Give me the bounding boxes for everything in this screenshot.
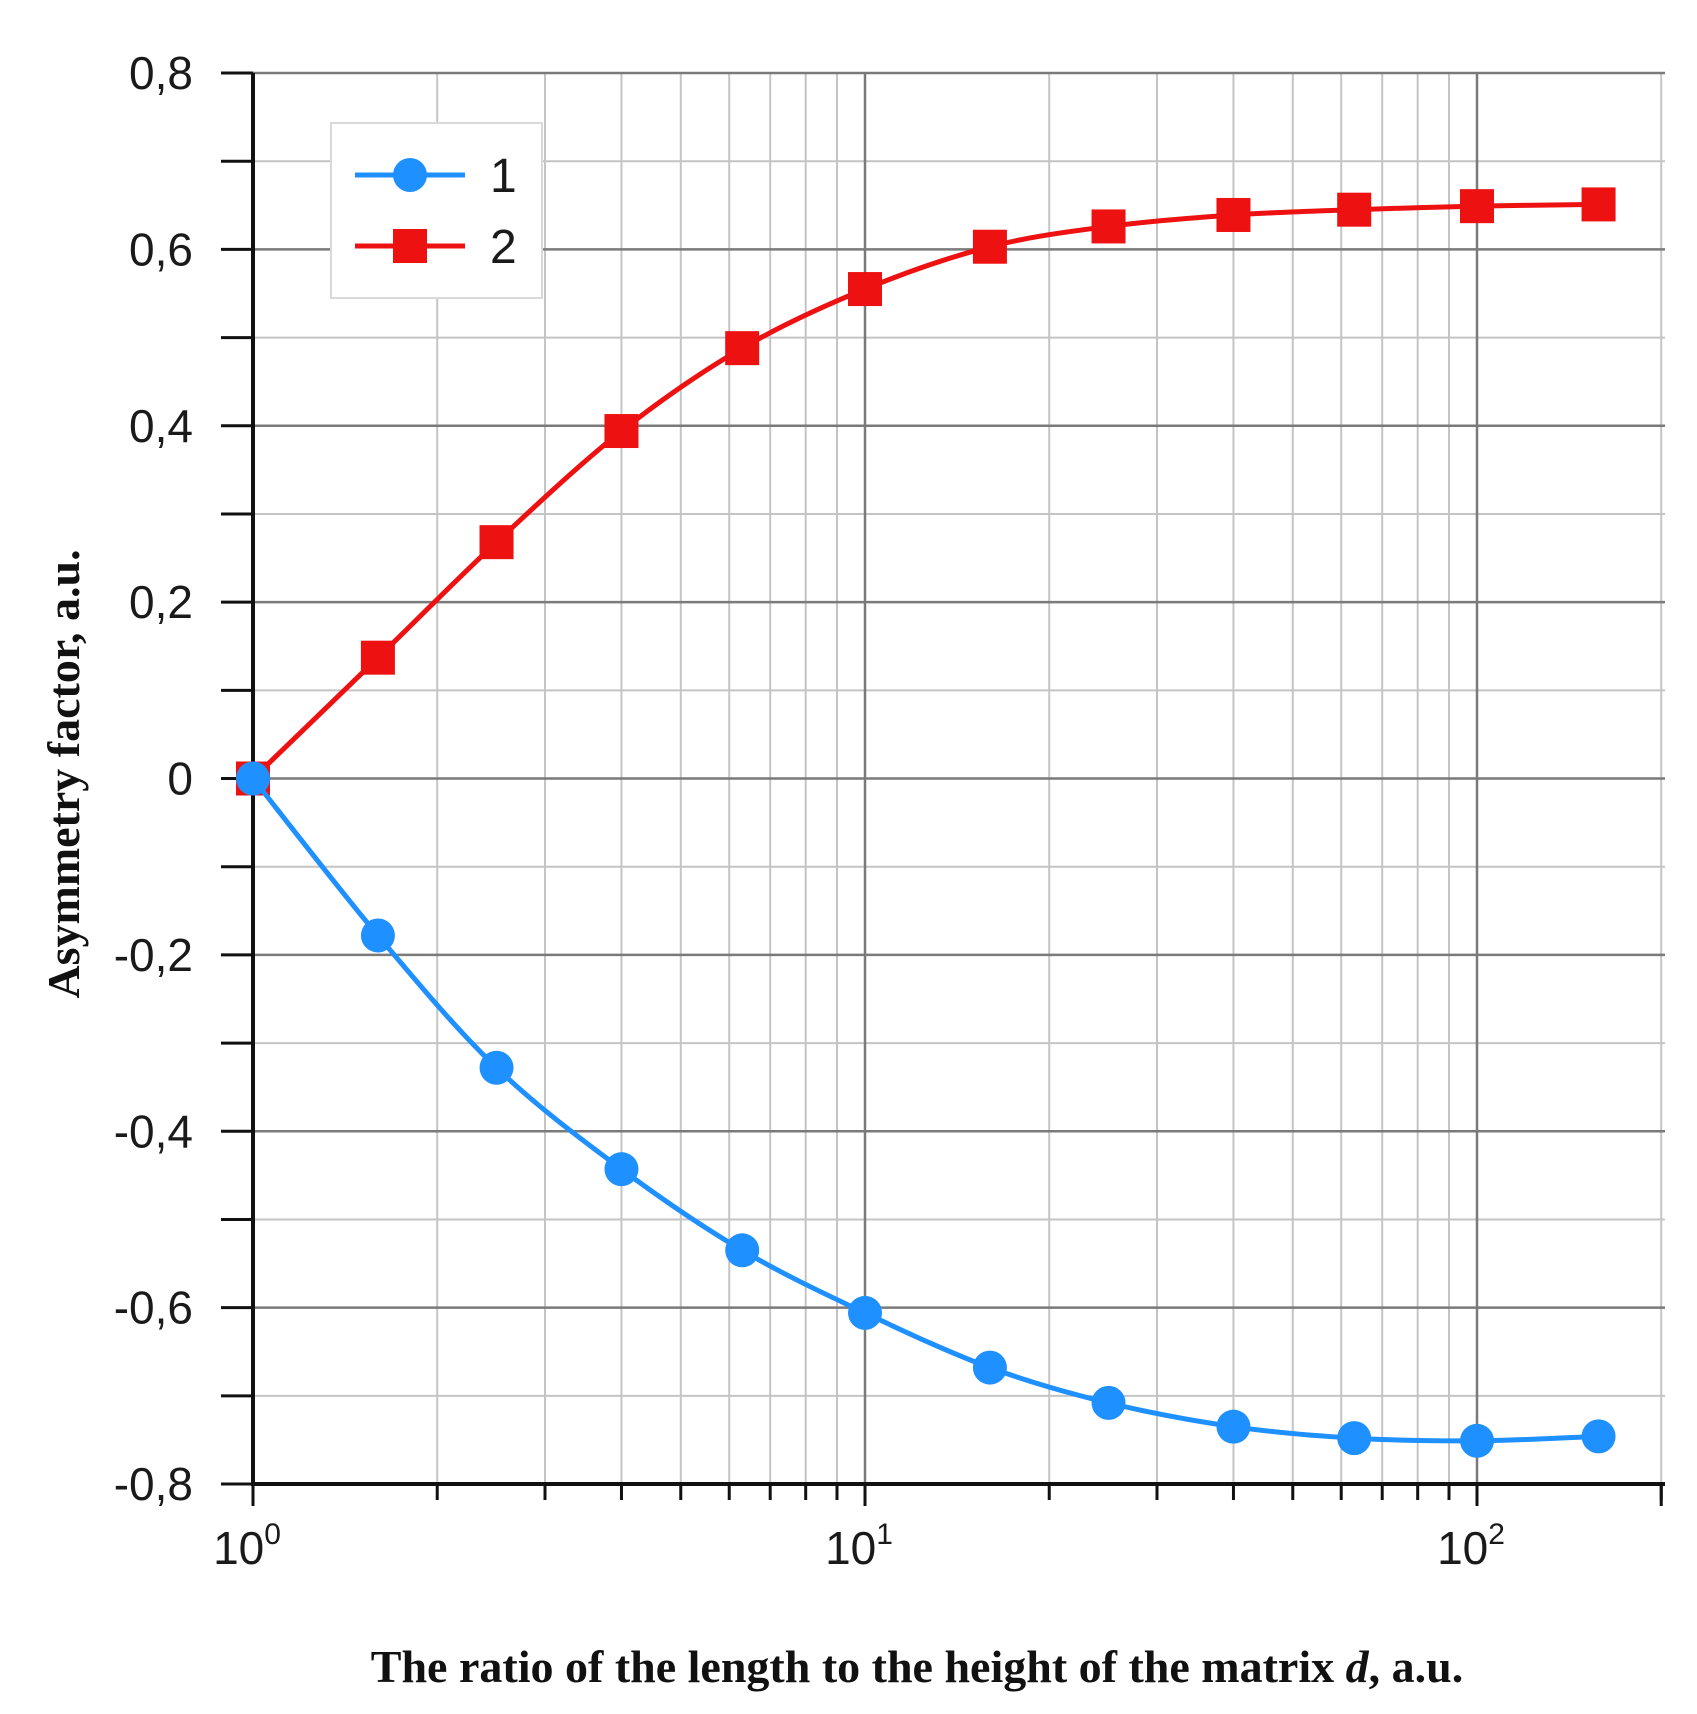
- grid-major: [253, 71, 1665, 1484]
- data-point-series-1: [972, 1350, 1007, 1385]
- data-point-series-2: [1216, 197, 1251, 232]
- data-point-series-1: [1091, 1385, 1126, 1420]
- y-tick-labels: 0,8 0,6 0,4 0,2 0 -0,2 -0,4 -0,6 -0,8: [114, 47, 193, 1510]
- legend-label-series-1: 1: [490, 150, 517, 203]
- x-tick-label: 100: [213, 1518, 281, 1574]
- data-point-series-1: [1216, 1409, 1251, 1444]
- data-point-series-2: [1091, 209, 1126, 244]
- legend: 1 2: [330, 122, 543, 299]
- legend-marker-series-2: [393, 229, 427, 263]
- data-point-series-2: [360, 640, 395, 675]
- data-point-series-2: [1337, 192, 1372, 227]
- data-point-series-2: [1460, 189, 1494, 224]
- legend-marker-series-1: [393, 158, 427, 192]
- data-point-series-1: [1460, 1423, 1494, 1458]
- y-tick-label: 0,6: [129, 223, 193, 275]
- x-axis-label: The ratio of the length to the height of…: [371, 1641, 1463, 1692]
- data-point-series-2: [1581, 187, 1616, 222]
- y-tick-label: -0,4: [114, 1105, 193, 1157]
- legend-box: [330, 122, 543, 299]
- series-layer: [236, 187, 1616, 1458]
- data-point-series-1: [360, 918, 395, 953]
- data-point-series-1: [848, 1295, 882, 1330]
- data-point-series-1: [479, 1050, 514, 1085]
- y-tick-label: -0,6: [114, 1282, 193, 1334]
- y-axis-label: Asymmetry factor, a.u.: [38, 549, 89, 998]
- legend-label-series-2: 2: [490, 221, 517, 274]
- data-point-series-1: [604, 1152, 639, 1187]
- y-tick-label: 0,8: [129, 47, 193, 99]
- data-point-series-2: [848, 272, 882, 307]
- data-point-series-2: [604, 414, 639, 449]
- data-point-series-1: [1337, 1421, 1372, 1456]
- data-point-series-2: [972, 229, 1007, 264]
- y-tick-label: 0: [167, 753, 193, 805]
- y-tick-label: 0,4: [129, 400, 193, 452]
- data-point-series-2: [479, 525, 514, 560]
- x-tick-label: 102: [1437, 1518, 1505, 1574]
- y-tick-label: 0,2: [129, 576, 193, 628]
- y-tick-label: -0,8: [114, 1458, 193, 1510]
- data-point-series-1: [725, 1233, 760, 1268]
- series-line-1: [251, 776, 1599, 1444]
- data-point-series-2: [725, 331, 760, 366]
- data-point-series-1: [1581, 1419, 1616, 1454]
- x-tick-label: 101: [825, 1518, 893, 1574]
- y-tick-label: -0,2: [114, 929, 193, 981]
- data-point-series-1: [236, 761, 270, 796]
- x-tick-labels: 100 101 102: [213, 1518, 1505, 1574]
